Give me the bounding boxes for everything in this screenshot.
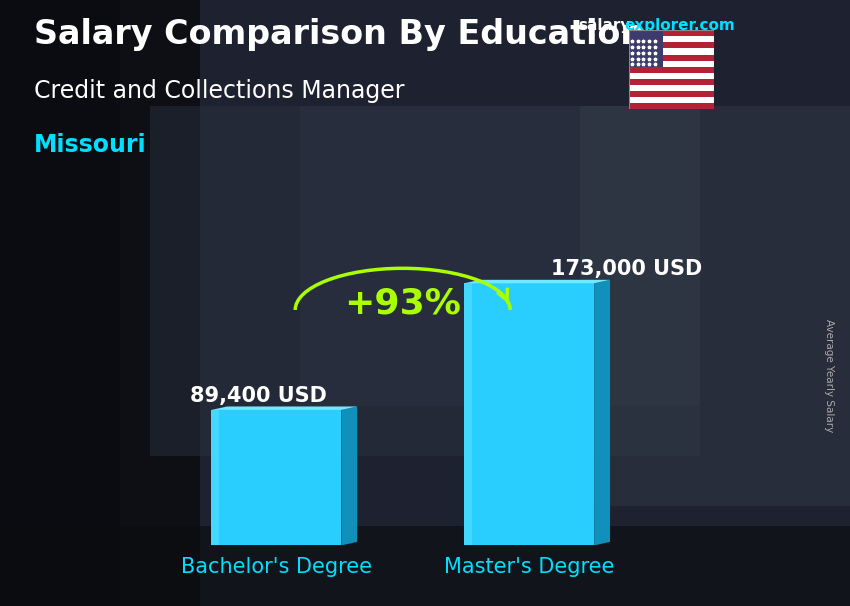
Text: explorer.com: explorer.com	[625, 18, 735, 33]
Bar	[629, 48, 714, 55]
Bar	[464, 283, 472, 545]
Text: +93%: +93%	[344, 286, 461, 321]
Bar	[629, 30, 714, 36]
Polygon shape	[211, 407, 357, 410]
Bar	[629, 36, 714, 42]
Polygon shape	[464, 280, 610, 283]
Bar	[211, 410, 219, 545]
Bar	[629, 67, 714, 73]
Text: Salary Comparison By Education: Salary Comparison By Education	[34, 18, 644, 51]
Bar	[464, 283, 594, 545]
Text: salary: salary	[578, 18, 631, 33]
Bar	[629, 73, 714, 79]
FancyArrowPatch shape	[498, 289, 507, 302]
Text: 89,400 USD: 89,400 USD	[190, 385, 326, 405]
Bar	[629, 91, 714, 97]
Bar	[629, 55, 714, 61]
Polygon shape	[341, 407, 357, 545]
Bar	[629, 85, 714, 91]
Bar	[629, 61, 714, 67]
Bar	[0, 0, 200, 606]
Bar	[629, 97, 714, 103]
Bar	[629, 79, 714, 85]
Polygon shape	[594, 280, 610, 545]
Bar	[0, 526, 850, 606]
Bar	[629, 42, 714, 48]
Bar	[300, 106, 700, 406]
Bar	[580, 106, 850, 506]
Text: 173,000 USD: 173,000 USD	[551, 259, 702, 279]
Bar	[150, 106, 700, 456]
Text: Average Yearly Salary: Average Yearly Salary	[824, 319, 834, 432]
Text: Missouri: Missouri	[34, 133, 146, 158]
Bar	[0, 0, 120, 606]
Bar	[211, 410, 341, 545]
Bar	[629, 30, 663, 67]
Bar	[629, 103, 714, 109]
Text: Credit and Collections Manager: Credit and Collections Manager	[34, 79, 405, 103]
